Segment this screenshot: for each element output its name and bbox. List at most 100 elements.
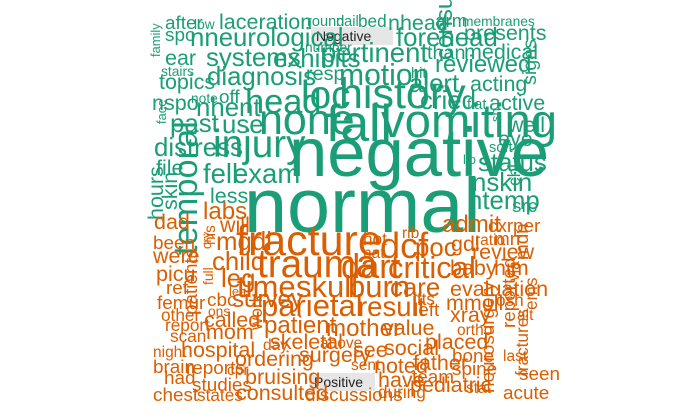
word-time: time	[237, 269, 296, 304]
word-well: well	[507, 113, 545, 137]
word-child: child	[212, 248, 265, 276]
word-flat: flat	[467, 97, 486, 113]
word-nskin: nskin	[472, 169, 532, 197]
word-alert: alert	[409, 70, 459, 98]
word-acute: acute	[503, 383, 549, 404]
word-admit: admit	[442, 211, 501, 238]
word-topics: topics	[159, 70, 215, 94]
word-fracture: fracture	[236, 217, 382, 265]
word-exam: exam	[233, 158, 300, 189]
word-cbc: cbc	[207, 290, 236, 311]
word-fractures: fractures	[512, 309, 532, 376]
word-pertinent: pertinent	[321, 37, 428, 68]
word-arm: arm	[435, 11, 468, 32]
word-cry: cry	[199, 231, 214, 249]
word-trauma: trauma	[257, 243, 378, 286]
word-systems: systems	[206, 44, 301, 72]
word-work: work	[246, 293, 266, 331]
word-lip: lip	[463, 152, 476, 167]
word-consulted: consulted	[236, 381, 328, 405]
word-forehead: forehead	[396, 24, 498, 52]
word-consult: consult	[431, 0, 458, 60]
word-ntemp: ntemp	[468, 187, 540, 215]
word-reviewed: reviewed	[435, 51, 531, 78]
word-hospital: hospital	[181, 338, 255, 362]
word-have: have	[378, 368, 425, 392]
word-hit: hit	[411, 66, 426, 82]
word-face: face	[154, 100, 169, 124]
word-patients: patients	[181, 249, 202, 315]
word-diagnosis: diagnosis	[207, 63, 316, 91]
word-fell: fell	[203, 158, 238, 189]
word-dart: dart	[341, 248, 401, 286]
word-per: per	[513, 216, 540, 237]
word-above: above	[320, 335, 362, 352]
word-critical: critical	[388, 250, 476, 285]
word-during: during	[378, 382, 426, 402]
word-ems: ems	[521, 278, 541, 310]
word-nail: nail	[336, 14, 359, 30]
word-bruising: bruising	[245, 365, 320, 389]
word-reported: reported	[499, 258, 520, 328]
word-poc: poc	[415, 234, 457, 262]
word-neurosurgery: neurosurgery	[478, 281, 499, 393]
word-medical: medical	[464, 40, 538, 64]
word-discussions: discussions	[305, 385, 403, 406]
word-stat: stat	[466, 380, 492, 397]
word-father: father	[413, 351, 468, 375]
word-team: team	[412, 367, 454, 388]
word-cried: cried	[420, 87, 476, 115]
word-had: had	[164, 368, 196, 389]
word-status: status	[478, 149, 547, 177]
word-ortho: ortho	[457, 322, 492, 339]
word-see: see	[353, 338, 388, 362]
word-lfts: lfts	[413, 289, 435, 309]
word-value: value	[383, 316, 434, 340]
word-social: social	[384, 336, 439, 360]
word-hours: hours	[144, 166, 168, 220]
word-patient: patient	[264, 312, 337, 339]
word-via: via	[506, 261, 523, 281]
word-lea: lea	[229, 284, 247, 299]
word-sent: sent	[351, 357, 381, 374]
word-off: off	[219, 87, 240, 108]
word-use: use	[222, 111, 264, 139]
word-history: history	[339, 70, 466, 118]
word-femur: femur	[157, 293, 205, 314]
group-label-box-negative	[311, 27, 393, 45]
word-nhead: nhead	[388, 11, 448, 35]
word-reports: reports	[186, 358, 245, 379]
word-osh: osh	[496, 290, 524, 310]
word-normal: normal	[244, 163, 481, 249]
word-labs: labs	[203, 198, 247, 225]
word-spo: spo	[165, 25, 195, 46]
word-eye: eye	[498, 127, 533, 151]
word-result: result	[358, 291, 426, 322]
word-bed: bed	[358, 11, 387, 31]
word-burn: burn	[348, 269, 410, 304]
group-label-negative: Negative	[316, 28, 371, 44]
word-temporal: temporal	[167, 121, 205, 255]
word-noted: noted	[374, 354, 428, 378]
word-past: past	[170, 110, 219, 138]
word-parietal: parietal	[261, 288, 363, 323]
word-day: day	[263, 337, 288, 354]
word-bone: bone	[452, 346, 494, 367]
word-seen: seen	[519, 364, 560, 385]
word-distress: distress	[154, 134, 243, 162]
word-soft: soft	[489, 140, 513, 156]
word-called: called	[204, 308, 260, 332]
word-brain: brain	[153, 357, 195, 378]
word-him: him	[494, 256, 529, 280]
word-surgery: surgery	[299, 343, 371, 367]
word-rib: rib	[402, 225, 419, 242]
word-spine: spine	[452, 359, 497, 380]
word-left: left	[414, 300, 440, 321]
word-nspo: nspo	[152, 91, 199, 115]
word-resp: resp	[306, 63, 344, 85]
word-skull: skull	[296, 269, 358, 304]
word-injury: injury	[213, 123, 306, 166]
word-signs: signs	[519, 39, 541, 85]
word-night: night	[153, 344, 187, 361]
